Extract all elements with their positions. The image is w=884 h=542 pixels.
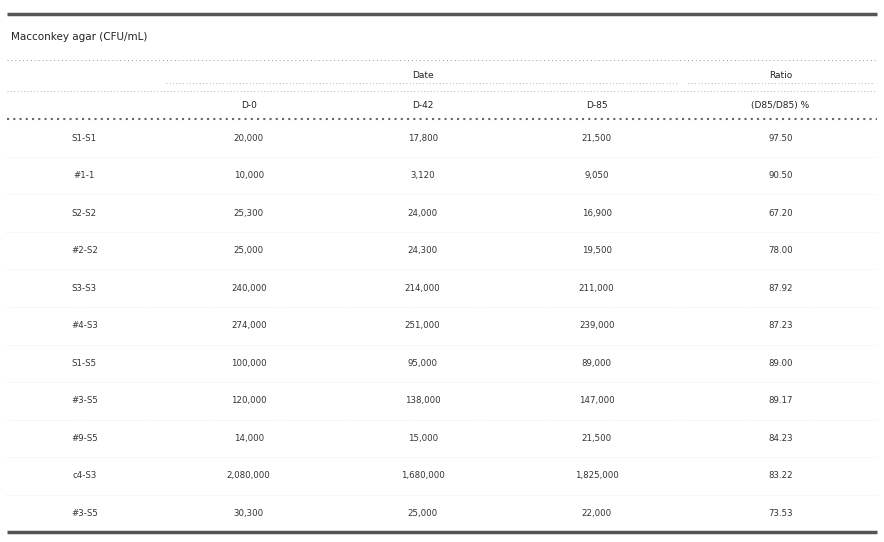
Text: 9,050: 9,050 — [584, 171, 609, 180]
Text: S1-S1: S1-S1 — [72, 133, 97, 143]
Text: 3,120: 3,120 — [410, 171, 435, 180]
Text: 16,900: 16,900 — [582, 209, 612, 217]
Text: 24,000: 24,000 — [408, 209, 438, 217]
Text: 97.50: 97.50 — [768, 133, 793, 143]
Text: 90.50: 90.50 — [768, 171, 793, 180]
Text: 1,680,000: 1,680,000 — [400, 472, 445, 480]
Text: Date: Date — [412, 71, 433, 80]
Text: 22,000: 22,000 — [582, 509, 612, 518]
Text: 83.22: 83.22 — [768, 472, 793, 480]
Text: 274,000: 274,000 — [231, 321, 266, 330]
Text: 211,000: 211,000 — [579, 283, 614, 293]
Text: 84.23: 84.23 — [768, 434, 793, 443]
Text: 21,500: 21,500 — [582, 133, 612, 143]
Text: S3-S3: S3-S3 — [72, 283, 97, 293]
Text: 87.23: 87.23 — [768, 321, 793, 330]
Text: 87.92: 87.92 — [768, 283, 793, 293]
Text: c4-S3: c4-S3 — [72, 472, 96, 480]
Text: 240,000: 240,000 — [231, 283, 266, 293]
Text: D-0: D-0 — [240, 101, 256, 109]
Text: 25,300: 25,300 — [233, 209, 263, 217]
Text: #3-S5: #3-S5 — [71, 509, 98, 518]
Text: #3-S5: #3-S5 — [71, 396, 98, 405]
Text: 15,000: 15,000 — [408, 434, 438, 443]
Text: Ratio: Ratio — [769, 71, 792, 80]
Text: 138,000: 138,000 — [405, 396, 440, 405]
Text: 25,000: 25,000 — [233, 246, 263, 255]
Text: 19,500: 19,500 — [582, 246, 612, 255]
Text: 25,000: 25,000 — [408, 509, 438, 518]
Text: 30,300: 30,300 — [233, 509, 263, 518]
Text: 89.17: 89.17 — [768, 396, 793, 405]
Text: 1,825,000: 1,825,000 — [575, 472, 619, 480]
Text: 100,000: 100,000 — [231, 359, 266, 368]
Text: 2,080,000: 2,080,000 — [227, 472, 271, 480]
Text: 214,000: 214,000 — [405, 283, 440, 293]
Text: 95,000: 95,000 — [408, 359, 438, 368]
Text: 24,300: 24,300 — [408, 246, 438, 255]
Text: 147,000: 147,000 — [579, 396, 614, 405]
Text: 73.53: 73.53 — [768, 509, 793, 518]
Text: #9-S5: #9-S5 — [71, 434, 98, 443]
Text: S2-S2: S2-S2 — [72, 209, 97, 217]
Text: #1-1: #1-1 — [73, 171, 95, 180]
Text: 21,500: 21,500 — [582, 434, 612, 443]
Text: 17,800: 17,800 — [408, 133, 438, 143]
Text: 251,000: 251,000 — [405, 321, 440, 330]
Text: D-85: D-85 — [586, 101, 607, 109]
Text: S1-S5: S1-S5 — [72, 359, 97, 368]
Text: #2-S2: #2-S2 — [71, 246, 98, 255]
Text: #4-S3: #4-S3 — [71, 321, 98, 330]
Text: 20,000: 20,000 — [233, 133, 263, 143]
Text: 14,000: 14,000 — [233, 434, 263, 443]
Text: 10,000: 10,000 — [233, 171, 263, 180]
Text: 89.00: 89.00 — [768, 359, 793, 368]
Text: (D85/D85) %: (D85/D85) % — [751, 101, 810, 109]
Text: 78.00: 78.00 — [768, 246, 793, 255]
Text: 120,000: 120,000 — [231, 396, 266, 405]
Text: 239,000: 239,000 — [579, 321, 614, 330]
Text: 89,000: 89,000 — [582, 359, 612, 368]
Text: D-42: D-42 — [412, 101, 433, 109]
Text: 67.20: 67.20 — [768, 209, 793, 217]
Text: Macconkey agar (CFU/mL): Macconkey agar (CFU/mL) — [11, 31, 148, 42]
